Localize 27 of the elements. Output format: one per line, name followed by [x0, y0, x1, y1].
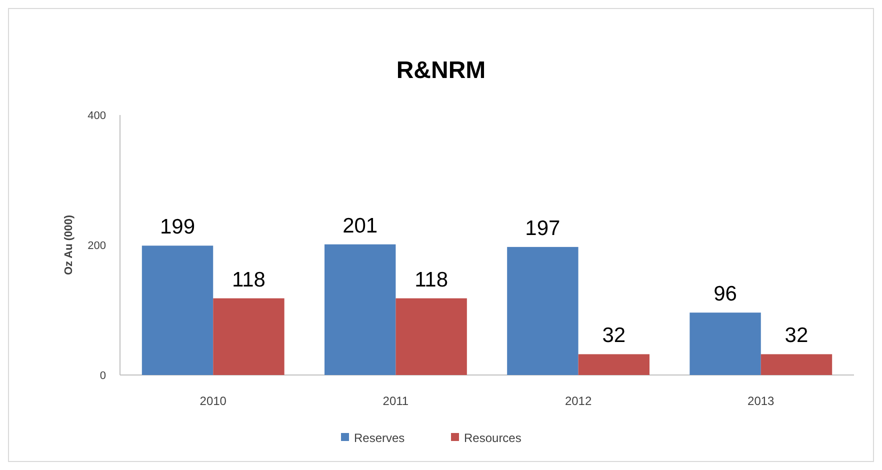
y-tick-label: 0	[100, 370, 106, 382]
x-tick-label: 2010	[200, 394, 227, 408]
y-tick-label: 400	[88, 110, 106, 122]
data-label: 199	[160, 216, 196, 239]
data-label: 32	[784, 324, 808, 348]
bar	[213, 298, 284, 375]
data-label: 32	[602, 324, 626, 348]
bar	[760, 354, 832, 375]
data-label: 201	[342, 214, 378, 238]
legend-label: Reserves	[354, 431, 405, 445]
bar	[324, 244, 396, 375]
x-tick-label: 2013	[748, 394, 775, 408]
data-label: 197	[525, 216, 560, 240]
bar	[142, 246, 214, 375]
chart-title: R&NRM	[396, 57, 486, 84]
bar	[396, 298, 467, 375]
bar	[507, 246, 578, 375]
data-label: 118	[232, 268, 266, 292]
y-tick-label: 200	[88, 240, 106, 252]
bar	[690, 312, 761, 375]
x-tick-label: 2012	[564, 394, 592, 408]
x-tick-label: 2011	[382, 394, 409, 408]
bar	[578, 354, 650, 375]
data-label: 118	[414, 268, 448, 292]
legend-label: Resources	[464, 431, 522, 445]
data-label: 96	[714, 282, 737, 306]
y-axis-title: Oz Au (000)	[63, 214, 75, 276]
